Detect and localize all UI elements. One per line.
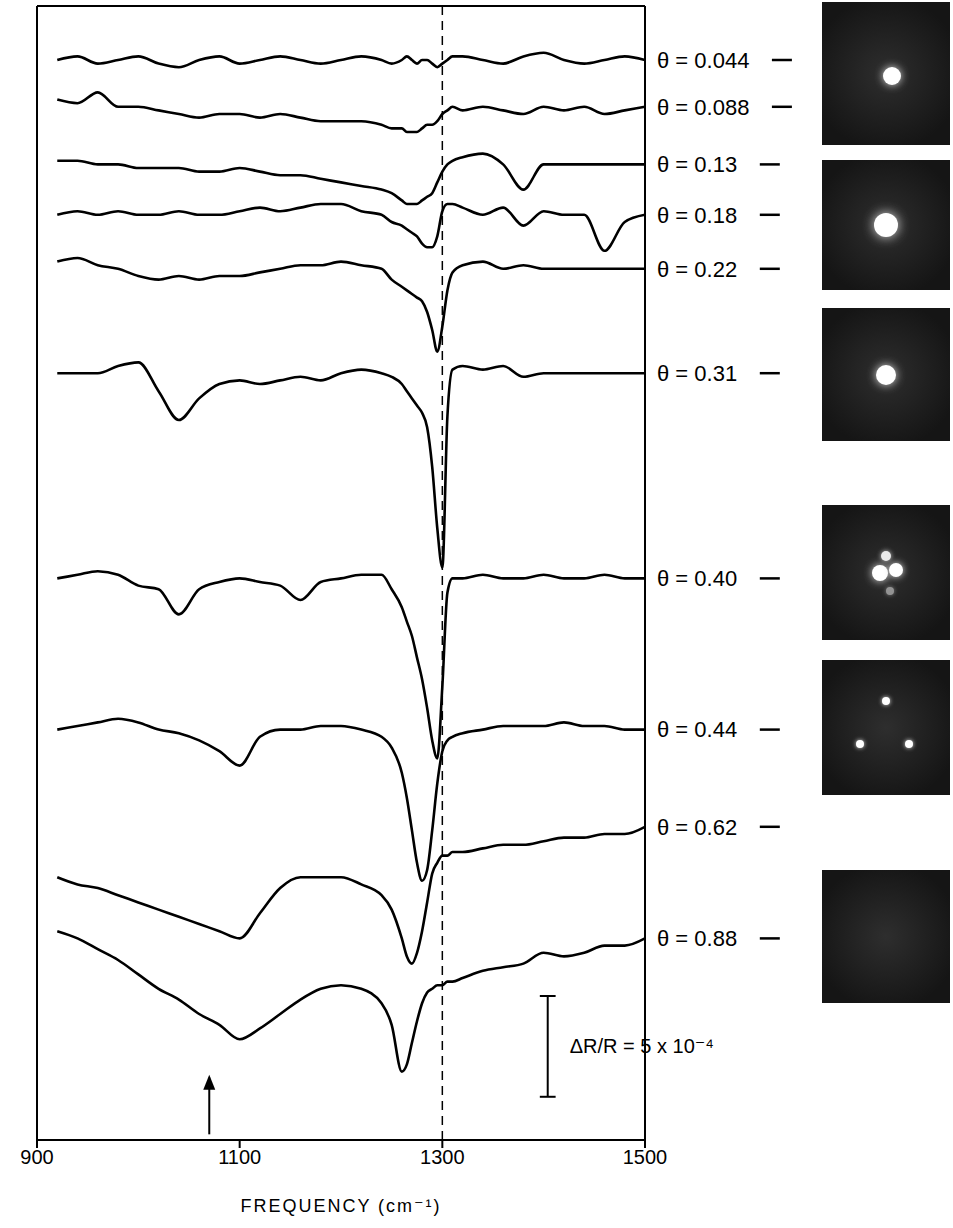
svg-text:θ = 0.13: θ = 0.13: [657, 152, 737, 177]
svg-text:1500: 1500: [623, 1146, 668, 1168]
svg-text:θ = 0.088: θ = 0.088: [657, 95, 749, 120]
svg-text:θ = 0.62: θ = 0.62: [657, 815, 737, 840]
svg-text:θ = 0.44: θ = 0.44: [657, 717, 737, 742]
svg-text:1100: 1100: [218, 1146, 261, 1168]
svg-text:θ = 0.044: θ = 0.044: [657, 48, 749, 73]
svg-text:θ = 0.31: θ = 0.31: [657, 361, 737, 386]
svg-text:ΔR/R = 5 x 10⁻⁴: ΔR/R = 5 x 10⁻⁴: [570, 1035, 714, 1057]
svg-text:θ = 0.18: θ = 0.18: [657, 203, 737, 228]
svg-text:FREQUENCY (cm⁻¹): FREQUENCY (cm⁻¹): [240, 1196, 441, 1216]
svg-text:θ = 0.40: θ = 0.40: [657, 566, 737, 591]
svg-text:900: 900: [20, 1146, 53, 1168]
svg-text:θ = 0.22: θ = 0.22: [657, 257, 737, 282]
svg-text:θ = 0.88: θ = 0.88: [657, 926, 737, 951]
svg-text:1300: 1300: [420, 1146, 465, 1168]
